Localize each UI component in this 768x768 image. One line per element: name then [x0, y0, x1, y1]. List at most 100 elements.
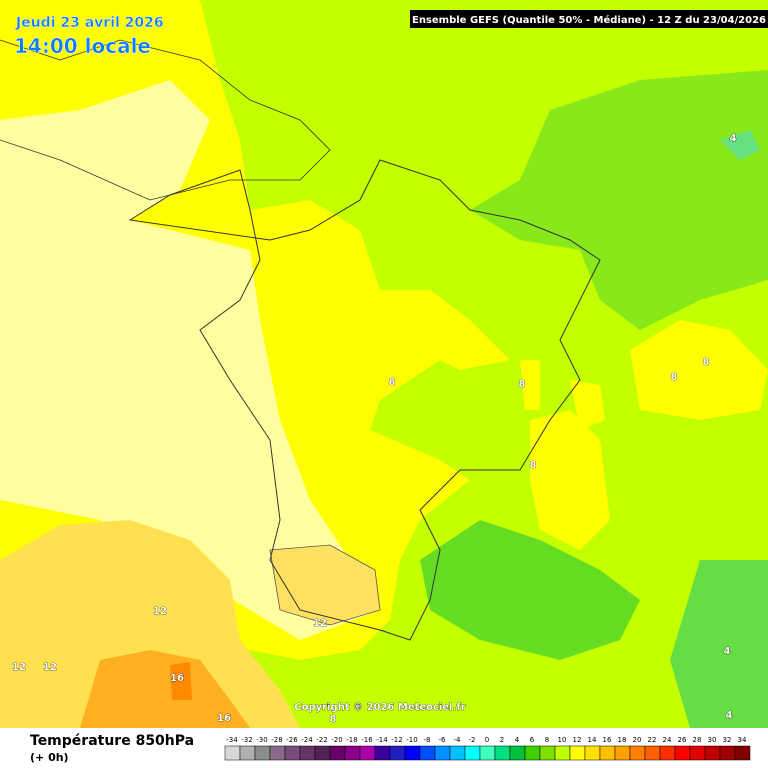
scale-swatch: [269, 745, 286, 761]
scale-swatch: [704, 745, 721, 761]
scale-label: -16: [361, 736, 373, 744]
field-green-south: [420, 520, 640, 660]
scale-swatch: [344, 745, 361, 761]
field-pale: [0, 80, 380, 640]
field-yellow-italy: [630, 320, 768, 420]
coastline: [128, 159, 601, 641]
scale-swatch: [569, 745, 586, 761]
footer-title: Température 850hPa: [30, 733, 194, 749]
contour-label: 4: [730, 133, 737, 144]
scale-label: -34: [226, 736, 238, 744]
scale-label: 4: [515, 736, 520, 744]
contour-label: 8: [530, 460, 537, 471]
scale-label: -24: [301, 736, 313, 744]
scale-label: -30: [256, 736, 267, 744]
scale-swatch: [239, 745, 256, 761]
contour-label: 16: [217, 713, 231, 724]
scale-swatch: [674, 745, 691, 761]
scale-label: -6: [439, 736, 447, 744]
scale-label: -26: [286, 736, 298, 744]
scale-swatch: [329, 745, 346, 761]
field-orange-dark: [170, 662, 192, 700]
scale-label: -32: [241, 736, 252, 744]
scale-label: 24: [663, 736, 672, 744]
scale-swatch: [494, 745, 511, 761]
scale-label: -28: [271, 736, 282, 744]
scale-label: -12: [391, 736, 402, 744]
scale-label: -2: [469, 736, 476, 744]
contour-label: 12: [313, 618, 327, 629]
scale-swatch: [719, 745, 736, 761]
field-green-ne: [720, 130, 760, 160]
scale-label: 16: [603, 736, 612, 744]
scale-label: 20: [633, 736, 642, 744]
forecast-time: 14:00 locale: [14, 34, 151, 58]
scale-label: -18: [346, 736, 357, 744]
contour-label: 8: [389, 377, 396, 388]
scale-label: -22: [316, 736, 327, 744]
scale-swatch: [419, 745, 436, 761]
scale-label: 18: [618, 736, 627, 744]
scale-label: 6: [530, 736, 535, 744]
scale-label: -20: [331, 736, 342, 744]
scale-swatch: [224, 745, 241, 761]
scale-label: 2: [500, 736, 504, 744]
scale-label: 32: [723, 736, 732, 744]
field-yellow-small: [570, 380, 605, 430]
contour-label: 8: [703, 357, 710, 368]
scale-swatch: [689, 745, 706, 761]
header-box: [410, 10, 768, 28]
field-orange: [80, 650, 250, 728]
field-green-se: [670, 560, 768, 728]
coastline-uk: [0, 39, 331, 201]
footer-subtitle: (+ 0h): [30, 751, 69, 764]
field-orange-light: [0, 520, 300, 728]
scale-swatch: [614, 745, 631, 761]
contour-label: 8: [519, 379, 526, 390]
scale-swatch: [584, 745, 601, 761]
scale-swatch: [509, 745, 526, 761]
contour-label: 8: [671, 372, 678, 383]
scale-label: 28: [693, 736, 702, 744]
contour-label: 12: [153, 606, 167, 617]
scale-label: 14: [588, 736, 597, 744]
scale-swatch: [464, 745, 481, 761]
scale-label: 34: [738, 736, 747, 744]
scale-label: 30: [708, 736, 717, 744]
scale-swatch: [404, 745, 421, 761]
scale-swatch: [284, 745, 301, 761]
scale-swatch: [449, 745, 466, 761]
scale-swatch: [734, 745, 751, 761]
contour-label: 8: [330, 714, 337, 725]
scale-swatch: [524, 745, 541, 761]
scale-swatch: [629, 745, 646, 761]
scale-swatch: [479, 745, 496, 761]
scale-swatch: [539, 745, 556, 761]
scale-label: 26: [678, 736, 687, 744]
scale-swatch: [554, 745, 571, 761]
scale-label: -14: [376, 736, 388, 744]
field-yellow-jura: [520, 360, 540, 410]
model-info: Ensemble GEFS (Quantile 50% - Médiane) -…: [412, 14, 766, 26]
scale-swatch: [644, 745, 661, 761]
scale-swatch: [359, 745, 376, 761]
contour-label: 16: [170, 673, 184, 684]
contour-label: 12: [43, 662, 57, 673]
scale-label: 22: [648, 736, 657, 744]
scale-swatch: [599, 745, 616, 761]
scale-label: 12: [573, 736, 582, 744]
forecast-date: Jeudi 23 avril 2026: [15, 15, 164, 31]
scale-swatch: [389, 745, 406, 761]
scale-label: -4: [454, 736, 462, 744]
scale-label: 8: [545, 736, 549, 744]
scale-swatch: [299, 745, 316, 761]
scale-swatch: [374, 745, 391, 761]
scale-swatch: [314, 745, 331, 761]
scale-label: 10: [558, 736, 567, 744]
contour-label: 4: [726, 710, 733, 721]
copyright: Copyright © 2026 Meteociel.fr: [294, 702, 465, 713]
field-yellow-alps: [530, 410, 610, 550]
scale-label: 0: [485, 736, 489, 744]
scale-label: -8: [424, 736, 431, 744]
